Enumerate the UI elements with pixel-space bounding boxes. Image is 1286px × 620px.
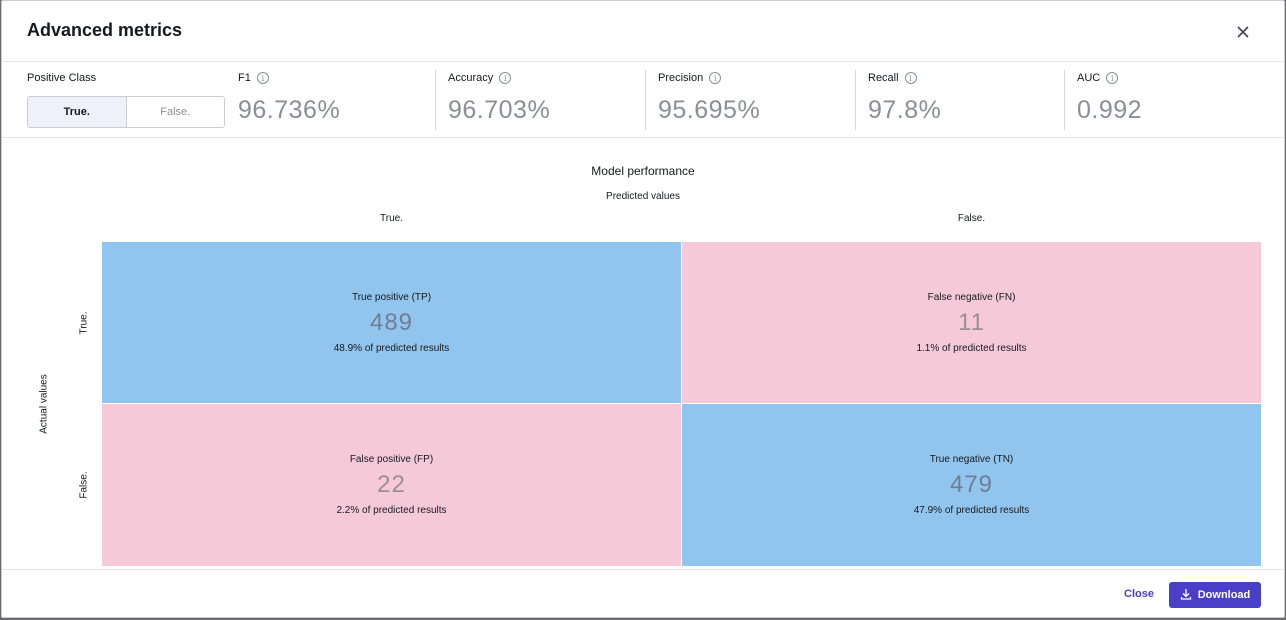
metric-precision-value: 95.695% — [658, 96, 761, 124]
cell-percent: 48.9% of predicted results — [333, 342, 450, 354]
metric-precision: Precision i 95.695% — [645, 70, 760, 130]
cell-value: 479 — [949, 471, 994, 498]
download-label: Download — [1197, 589, 1251, 601]
cell-true-positive: True positive (TP) 489 48.9% of predicte… — [102, 242, 681, 403]
cell-false-negative: False negative (FN) 11 1.1% of predicted… — [682, 242, 1261, 403]
close-button[interactable]: Close — [1124, 588, 1154, 600]
info-icon[interactable]: i — [709, 72, 722, 84]
actual-values-label: Actual values — [38, 374, 50, 434]
download-button[interactable]: Download — [1169, 582, 1261, 608]
info-icon[interactable]: i — [499, 72, 512, 84]
modal-footer: Close Download — [2, 569, 1284, 617]
positive-class-toggle: True. False. — [27, 96, 225, 128]
metric-auc-value: 0.992 — [1077, 96, 1143, 124]
metric-precision-label: Precision — [658, 72, 704, 84]
matrix-title: Model performance — [591, 164, 695, 178]
cell-false-positive: False positive (FP) 22 2.2% of predicted… — [102, 404, 681, 566]
cell-name: False positive (FP) — [349, 454, 434, 465]
positive-class-option-false[interactable]: False. — [160, 106, 191, 118]
row-label-false: False. — [78, 471, 90, 499]
metric-f1: F1 i 96.736% — [238, 70, 340, 130]
metric-recall: Recall i 97.8% — [855, 70, 941, 130]
cell-name: False negative (FN) — [927, 291, 1016, 303]
cell-percent: 1.1% of predicted results — [916, 342, 1027, 354]
cell-percent: 47.9% of predicted results — [913, 505, 1030, 516]
positive-class-option-true[interactable]: True. — [28, 97, 127, 127]
metric-auc-label: AUC — [1077, 72, 1101, 84]
predicted-values-label: Predicted values — [606, 191, 680, 202]
metric-f1-label: F1 — [238, 72, 251, 84]
metric-auc: AUC i 0.992 — [1064, 70, 1142, 130]
info-icon[interactable]: i — [904, 72, 917, 84]
metric-accuracy-label: Accuracy — [448, 72, 494, 84]
close-icon[interactable] — [1232, 21, 1254, 43]
metric-recall-value: 97.8% — [868, 96, 942, 124]
metric-accuracy: Accuracy i 96.703% — [435, 70, 550, 130]
cell-value: 11 — [958, 308, 985, 336]
modal-header: Advanced metrics — [2, 1, 1284, 62]
row-label-true: True. — [78, 311, 90, 335]
cell-percent: 2.2% of predicted results — [336, 505, 447, 516]
cell-name: True positive (TP) — [351, 291, 432, 303]
metric-accuracy-value: 96.703% — [448, 96, 551, 124]
modal-title: Advanced metrics — [27, 20, 183, 40]
cell-value: 22 — [377, 471, 406, 498]
info-icon[interactable]: i — [256, 72, 269, 84]
metric-recall-label: Recall — [868, 72, 899, 84]
info-icon[interactable]: i — [1106, 72, 1119, 84]
metric-f1-value: 96.736% — [238, 96, 341, 124]
cell-value: 489 — [369, 308, 414, 336]
cell-true-negative: True negative (TN) 479 47.9% of predicte… — [682, 404, 1261, 566]
column-label-true: True. — [380, 213, 403, 224]
download-icon — [1180, 588, 1192, 603]
cell-name: True negative (TN) — [929, 454, 1014, 465]
column-label-false: False. — [957, 213, 986, 224]
positive-class-label: Positive Class — [27, 72, 97, 84]
metrics-bar: Positive Class True. False. F1 i 96.736% … — [2, 62, 1284, 138]
